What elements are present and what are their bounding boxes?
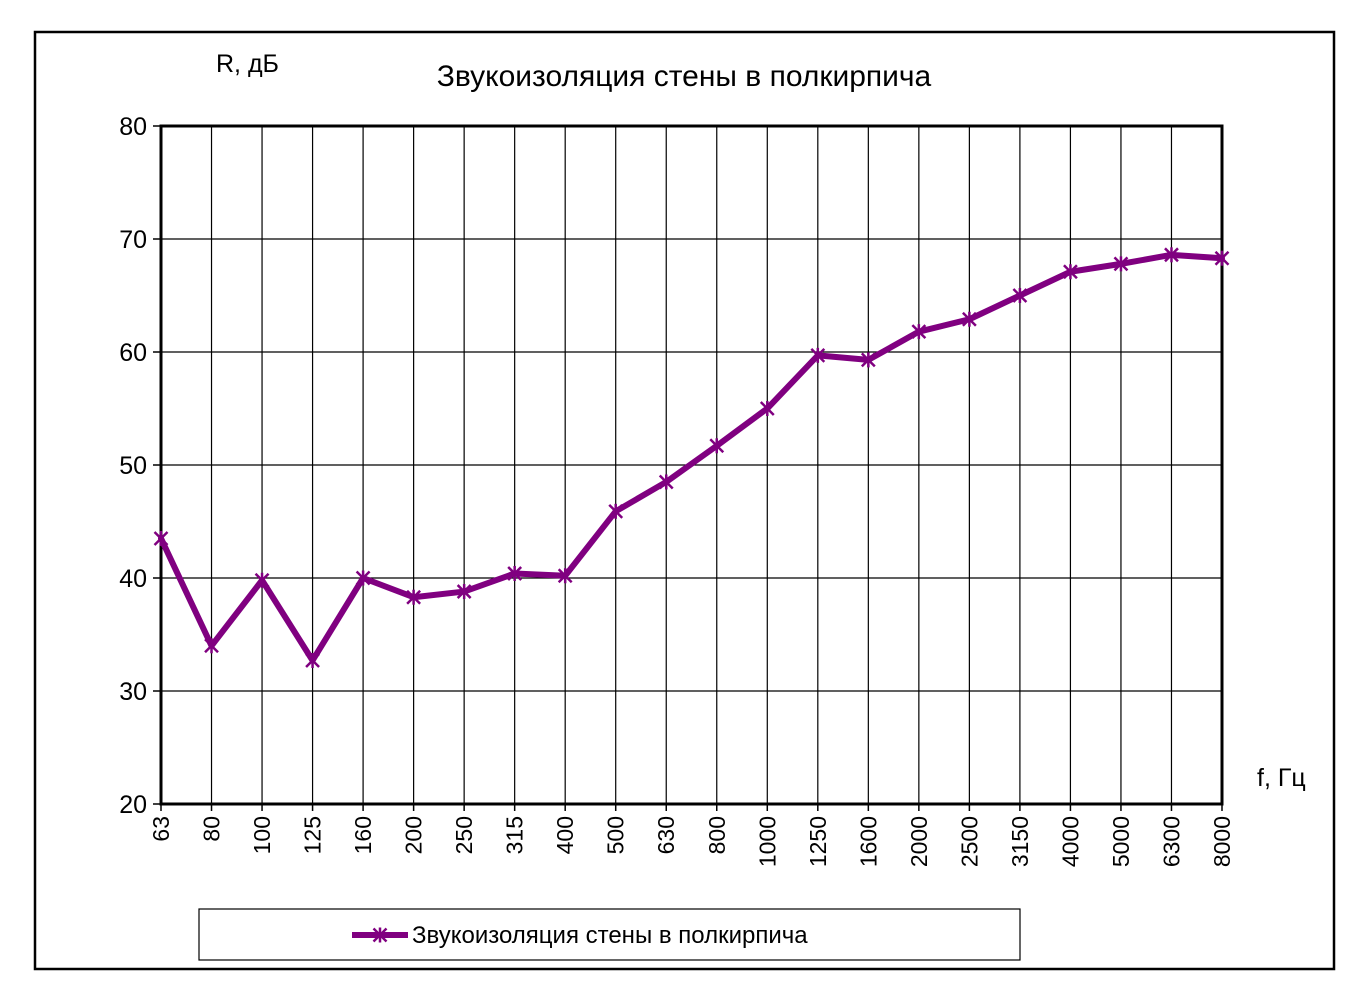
x-tick-label: 3150 — [1007, 816, 1033, 867]
x-tick-label: 6300 — [1158, 816, 1184, 867]
y-tick-label: 30 — [119, 678, 147, 706]
x-tick-label: 5000 — [1108, 816, 1134, 867]
x-tick-label: 8000 — [1209, 816, 1235, 867]
legend-marker — [372, 927, 388, 943]
data-point — [254, 572, 270, 588]
x-tick-label: 200 — [401, 816, 427, 854]
data-point — [1012, 288, 1028, 303]
data-point — [810, 347, 826, 363]
x-tick-label: 630 — [653, 816, 679, 854]
x-tick-label: 315 — [502, 816, 528, 854]
x-tick-label: 2500 — [956, 816, 982, 867]
data-point — [961, 311, 977, 327]
data-point — [557, 568, 573, 584]
x-tick-label: 125 — [300, 816, 326, 854]
series — [153, 247, 1230, 668]
y-tick-label: 60 — [119, 339, 147, 367]
data-point — [507, 565, 523, 581]
data-point — [1113, 256, 1129, 272]
x-tick-label: 100 — [249, 816, 275, 854]
x-tick-label: 4000 — [1057, 816, 1083, 867]
data-point — [1063, 264, 1078, 280]
x-tick-label: 250 — [451, 816, 477, 854]
chart-title: Звукоизоляция стены в полкирпича — [437, 60, 932, 93]
data-point — [204, 638, 219, 654]
x-tick-label: 500 — [603, 816, 629, 854]
y-tick-label: 50 — [119, 452, 147, 480]
x-tick-label: 400 — [552, 816, 578, 854]
data-point — [911, 324, 927, 340]
y-tick-label: 70 — [119, 226, 147, 254]
data-point — [860, 352, 876, 368]
data-point — [153, 530, 169, 546]
data-point — [355, 570, 371, 586]
x-tick-label: 160 — [350, 816, 376, 854]
data-point — [759, 401, 775, 416]
legend-box — [198, 908, 1021, 961]
data-point — [406, 589, 422, 605]
x-tick-label: 1600 — [855, 816, 881, 867]
data-point — [456, 584, 472, 600]
x-tick-label: 2000 — [906, 816, 932, 867]
x-tick-label: 1250 — [805, 816, 831, 867]
data-point — [1164, 247, 1179, 263]
x-tick-label: 800 — [704, 816, 730, 854]
data-point — [1214, 250, 1230, 266]
x-tick-label: 1000 — [754, 816, 780, 867]
axis-ticks: 20 30 40 50 60 70 80 63 80 100 125 160 200 250 315 400 5… — [119, 113, 1235, 867]
x-tick-label: 80 — [199, 816, 225, 842]
y-tick-label: 40 — [119, 565, 147, 593]
y-tick-label: 20 — [119, 791, 147, 819]
chart-frame — [33, 30, 1336, 971]
x-tick-label: 63 — [148, 816, 174, 842]
legend-label: Звукоизоляция стены в полкирпича — [412, 922, 808, 949]
x-axis-label: f, Гц — [1257, 764, 1306, 792]
data-point — [305, 652, 320, 668]
data-point — [658, 474, 674, 490]
series-line — [158, 251, 1225, 664]
y-tick-label: 80 — [119, 113, 147, 141]
data-point — [608, 503, 624, 519]
data-point — [709, 438, 725, 454]
legend: Звукоизоляция стены в полкирпича — [198, 908, 1021, 961]
legend-marker-symbol — [372, 927, 388, 943]
y-axis-label: R, дБ — [216, 50, 279, 78]
